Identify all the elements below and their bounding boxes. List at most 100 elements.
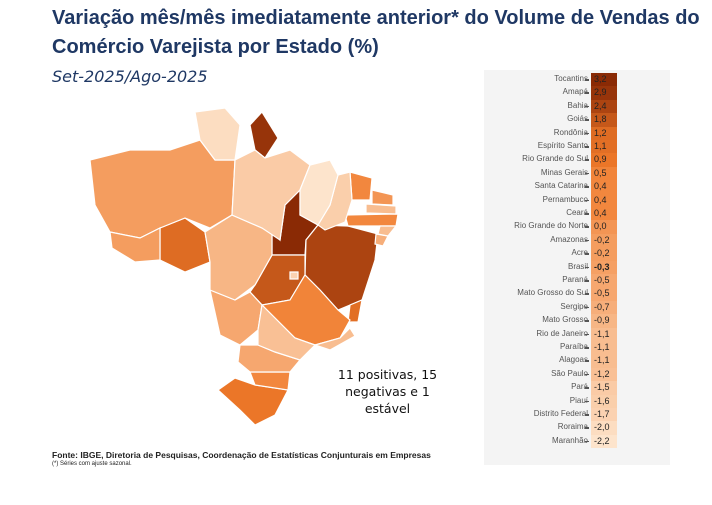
value-label: -1,1 (594, 328, 610, 339)
heatmap-row: Rio Grande do Sul 0,9 (484, 153, 624, 167)
heatmap-cell (591, 381, 617, 395)
value-label: -0,5 (594, 288, 610, 299)
value-label: -0,3 (594, 261, 610, 272)
heatmap-row: Santa Catarina 0,4 (484, 180, 624, 194)
tick-mark (585, 427, 589, 429)
chart-subtitle: Set-2025/Ago-2025 (52, 67, 208, 86)
value-label: -1,6 (594, 395, 610, 406)
heatmap-row: Ceará 0,4 (484, 207, 624, 221)
annotation: 11 positivas, 15 negativas e 1 estável (330, 366, 445, 417)
row-label: Alagoas (559, 355, 588, 365)
state-rondonia (159, 217, 211, 273)
tick-mark (585, 333, 589, 336)
heatmap-cell (591, 394, 617, 408)
heatmap-cell (591, 86, 617, 100)
heatmap-cell (591, 287, 617, 301)
state-rio-grande-do-norte (371, 189, 394, 206)
state-acre (109, 227, 161, 263)
heatmap-cell (591, 314, 617, 328)
heatmap-row: Goiás 1,8 (484, 113, 624, 127)
heatmap-row: Amazonas -0,2 (484, 233, 624, 248)
value-label: -1,7 (594, 409, 610, 419)
heatmap-cell (591, 180, 617, 194)
state-distrito-federal (289, 271, 299, 280)
row-label: Santa Catarina (534, 181, 588, 191)
row-label: Pará (571, 382, 588, 392)
heatmap-cell (591, 207, 617, 221)
tick-mark (585, 253, 589, 255)
value-label: -0,7 (594, 301, 610, 312)
value-label: -0,2 (594, 234, 610, 245)
value-label: 1,8 (594, 114, 607, 125)
row-label: Pernambuco (542, 194, 588, 204)
row-label: São Paulo (551, 368, 588, 378)
heatmap-cell (591, 140, 617, 154)
value-label: -1,5 (594, 382, 610, 393)
state-pernambuco (344, 213, 399, 227)
tick-mark (585, 280, 589, 282)
value-label: -0,5 (594, 275, 610, 285)
tick-mark (585, 92, 589, 94)
value-label: -2,0 (594, 422, 610, 433)
heatmap-row: Bahia 2,4 (484, 99, 624, 114)
tick-mark (585, 159, 589, 161)
tick-mark (585, 320, 589, 322)
row-label: Goiás (567, 114, 588, 124)
value-label: 3,2 (594, 74, 607, 84)
heatmap-row: Pará -1,5 (484, 381, 624, 395)
tick-mark (585, 79, 589, 81)
state-alagoas (377, 225, 398, 237)
tick-mark (585, 360, 589, 362)
row-label: Amapá (562, 87, 588, 97)
brazil-map (89, 107, 399, 426)
heatmap-row: Paraíba -1,1 (484, 341, 624, 355)
value-label: 0,4 (594, 208, 607, 218)
heatmap-row: Paraná -0,5 (484, 274, 624, 288)
source-text: Fonte: IBGE, Diretoria de Pesquisas, Coo… (52, 450, 431, 460)
state-maranhao (299, 159, 339, 226)
value-label: -1,2 (594, 368, 610, 379)
value-label: 0,0 (594, 221, 607, 232)
value-label: 2,4 (594, 100, 607, 111)
tick-mark (585, 266, 589, 269)
value-label: 0,4 (594, 194, 607, 205)
heatmap-cell (591, 233, 617, 248)
tick-mark (585, 239, 589, 242)
state-rio-de-janeiro (312, 327, 356, 351)
heatmap-row: Brasil -0,3 (484, 260, 624, 274)
annotation-line-2: negativas e 1 estável (345, 384, 430, 416)
tick-mark (585, 306, 589, 309)
footnote: (*) Séries com ajuste sazonal. (52, 461, 132, 467)
heatmap-cell (591, 421, 617, 435)
heatmap-cell (591, 408, 617, 422)
heatmap-cell (591, 367, 617, 382)
tick-mark (585, 186, 589, 188)
value-label: 0,5 (594, 167, 607, 178)
tick-mark (585, 132, 589, 135)
value-label: -1,1 (594, 355, 610, 366)
tick-mark (585, 199, 589, 202)
heatmap-row: Rio de Janeiro -1,1 (484, 327, 624, 341)
row-label: Distrito Federal (533, 409, 588, 418)
row-label: Tocantins (554, 74, 588, 83)
row-label: Paraná (562, 275, 588, 284)
heatmap-row: Distrito Federal -1,7 (484, 408, 624, 422)
row-label: Maranhão (551, 435, 588, 445)
row-label: Roraima (557, 422, 588, 432)
tick-mark (585, 172, 589, 175)
value-label: 2,9 (594, 87, 607, 98)
value-label: 1,2 (594, 127, 607, 138)
heatmap-row: Piauí -1,6 (484, 394, 624, 408)
heatmap-cell (591, 300, 617, 315)
row-label: Piauí (569, 395, 588, 405)
heatmap-cell (591, 166, 617, 181)
value-label: -1,1 (594, 342, 610, 352)
state-sao-paulo (257, 303, 317, 361)
tick-mark (585, 440, 589, 443)
heatmap-row: Rondônia 1,2 (484, 126, 624, 140)
heatmap-row: Maranhão -2,2 (484, 434, 624, 449)
tick-mark (585, 293, 589, 295)
value-label: 1,1 (594, 141, 607, 151)
row-label: Sergipe (560, 301, 588, 311)
heatmap-row: Sergipe -0,7 (484, 300, 624, 315)
